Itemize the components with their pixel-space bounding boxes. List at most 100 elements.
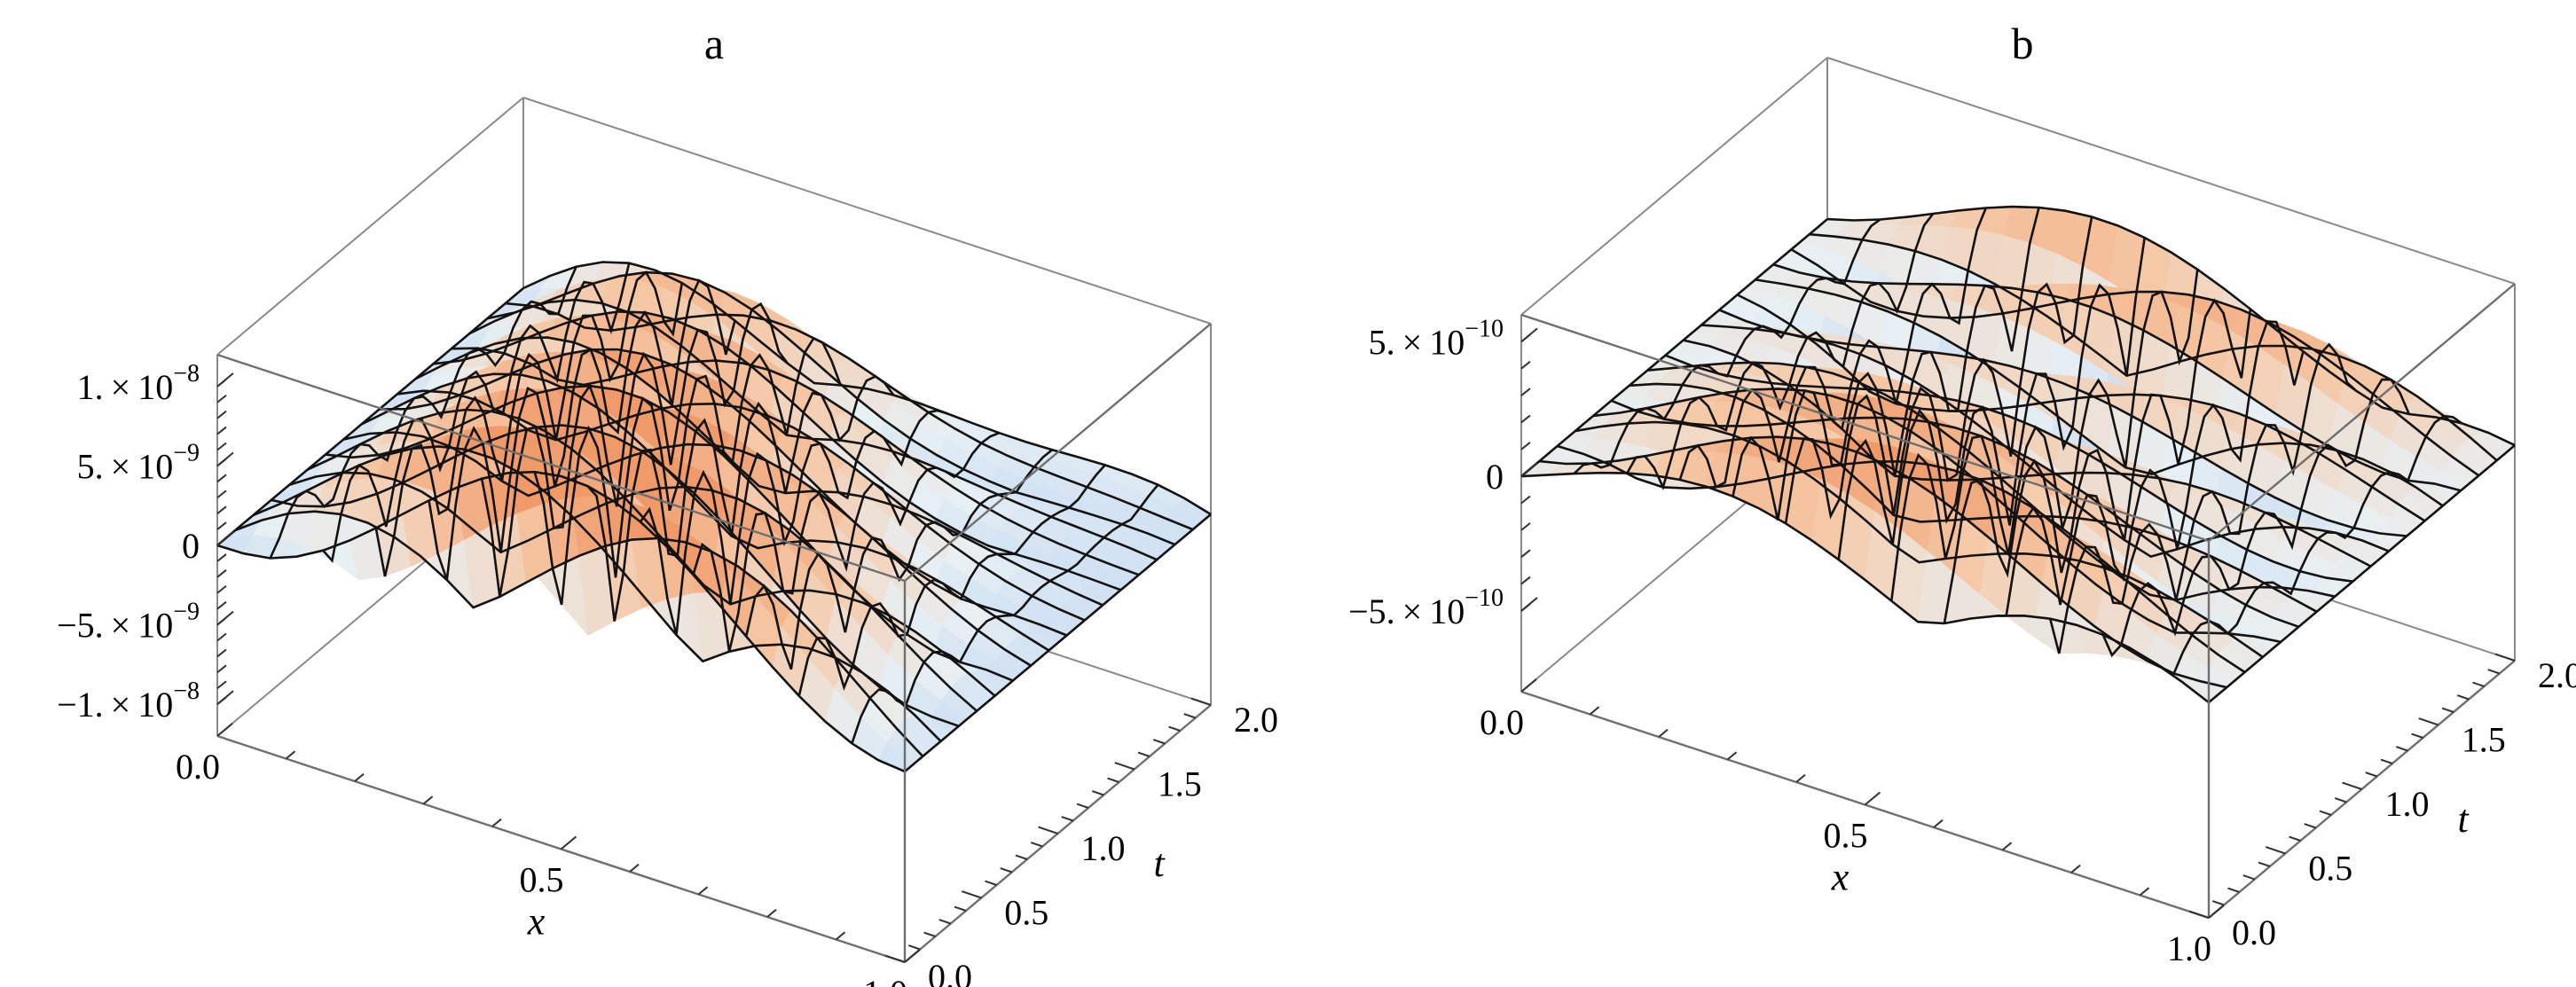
t-tick-mark [1076, 803, 1089, 809]
x-axis-label: x [1831, 856, 1850, 899]
t-tick-mark [2227, 887, 2240, 893]
mesh-line-t [216, 470, 906, 773]
x-tick-mark [629, 863, 640, 873]
x-tick-mark [1520, 678, 1537, 693]
box-edge [522, 97, 1212, 325]
mesh-line-x [586, 374, 895, 622]
t-tick-mark [1015, 854, 1028, 860]
z-axis: 5. × 10−10 0 −5. × 10−10 [1348, 315, 1538, 631]
mesh-line-t [505, 302, 1194, 531]
mesh-line-x [1732, 207, 2040, 521]
t-tick-mark [2242, 874, 2256, 881]
z-minor-tick [1520, 414, 1531, 424]
box-edge [1520, 57, 1828, 316]
x-tick-label: 0.0 [1480, 702, 1524, 742]
t-tick-mark [1000, 867, 1013, 873]
panel-title-a: a [704, 19, 724, 68]
mesh-line-x [533, 336, 842, 606]
z-minor-tick [1520, 522, 1531, 531]
x-tick-mark [285, 750, 296, 760]
t-tick-mark [907, 944, 921, 951]
z-tick-label: 5. × 10−10 [1369, 315, 1504, 362]
x-tick-mark [1864, 791, 1881, 806]
mesh-line-x [1837, 237, 2146, 560]
t-tick-mark [1038, 826, 1058, 834]
mesh-line-x [1573, 218, 1881, 475]
mesh-line-x [1943, 298, 2252, 624]
z-minor-tick [216, 584, 227, 594]
mesh-line-t [271, 424, 960, 728]
z-minor-tick [1520, 549, 1531, 558]
z-tick-label: −5. × 10−10 [1348, 584, 1504, 631]
z-minor-tick [216, 537, 227, 546]
mesh-line-t [433, 310, 1121, 591]
t-axis-label: t [2458, 797, 2470, 841]
t-tick-mark [884, 954, 906, 963]
box-edge [1826, 57, 2516, 285]
t-tick-mark [2472, 681, 2485, 687]
mesh-line-t [1539, 435, 2227, 689]
mesh-line-x [1520, 218, 1828, 478]
panel-b: b 0.0 0.5 1.0 x 0.0 0.5 1.0 1.5 2.0 t 5. × 10−10 0 −… [1348, 19, 2576, 968]
mesh-line-t [1575, 420, 2264, 659]
x-axis-label: x [527, 900, 546, 944]
z-minor-tick [1520, 468, 1531, 477]
mesh-line-x [428, 278, 736, 581]
mesh-line-x [322, 262, 631, 564]
t-tick-label: 1.5 [1158, 764, 1202, 804]
x-tick-mark [2208, 905, 2225, 919]
x-tick-label: 1.0 [863, 973, 907, 987]
panel-title-b: b [2012, 19, 2034, 68]
x-tick-mark [1795, 773, 1806, 783]
mesh-line-t [1809, 232, 2498, 462]
t-tick-mark [1107, 777, 1119, 783]
z-minor-tick [216, 680, 227, 690]
t-tick-mark [2289, 835, 2301, 842]
z-minor-tick [216, 569, 227, 578]
x-axis: 0.0 0.5 1.0 x [176, 723, 921, 987]
mesh-line-t [234, 510, 924, 757]
box-edge [1520, 313, 2210, 543]
t-tick-mark [1152, 739, 1166, 745]
x-tick-mark [491, 818, 502, 827]
mesh-line-x [2155, 414, 2463, 676]
mesh-line-x [904, 513, 1212, 772]
x-tick-mark [2139, 887, 2150, 897]
z-tick-label: 0 [1486, 457, 1504, 497]
mesh-line-x [797, 464, 1106, 697]
x-tick-mark [2070, 864, 2081, 873]
z-minor-tick [216, 600, 227, 610]
z-minor-tick [216, 616, 227, 626]
t-tick-mark [985, 880, 997, 886]
mesh-lines [216, 261, 1212, 773]
mesh-line-x [1997, 320, 2305, 617]
t-tick-label: 0.5 [1004, 893, 1048, 933]
x-tick-mark [422, 795, 434, 805]
x-tick-mark [1589, 706, 1600, 716]
t-tick-mark [1091, 790, 1104, 796]
t-tick-label: 1.0 [1081, 828, 1126, 868]
x-tick-label: 0.0 [176, 747, 220, 787]
t-tick-mark [1137, 751, 1151, 757]
z-tick-label: −5. × 10−9 [57, 599, 200, 646]
mesh-line-t [1790, 248, 2480, 477]
t-tick-label: 0.0 [928, 957, 972, 987]
t-tick-mark [2487, 669, 2501, 675]
mesh-line-t [1736, 294, 2426, 522]
z-minor-tick [216, 379, 227, 388]
t-tick-mark [2334, 797, 2347, 803]
mesh-line-x [2208, 444, 2516, 704]
mesh-line-t [253, 445, 942, 742]
z-minor-tick [216, 458, 227, 467]
mesh-line-x [2048, 342, 2358, 654]
z-minor-tick [216, 426, 227, 435]
z-minor-tick [216, 648, 227, 658]
mesh-line-x [692, 431, 1000, 653]
panel-a: a 0.0 0.5 1.0 x 0.0 0.5 1.0 1.5 2.0 t 1. × 10−8 5. … [57, 19, 1278, 987]
t-tick-mark [1183, 713, 1197, 719]
mesh-line-x [2101, 378, 2410, 658]
x-tick-mark [560, 835, 577, 850]
mesh-line-x [1890, 269, 2199, 601]
t-tick-mark [2258, 861, 2271, 867]
x-tick-mark [354, 772, 365, 782]
